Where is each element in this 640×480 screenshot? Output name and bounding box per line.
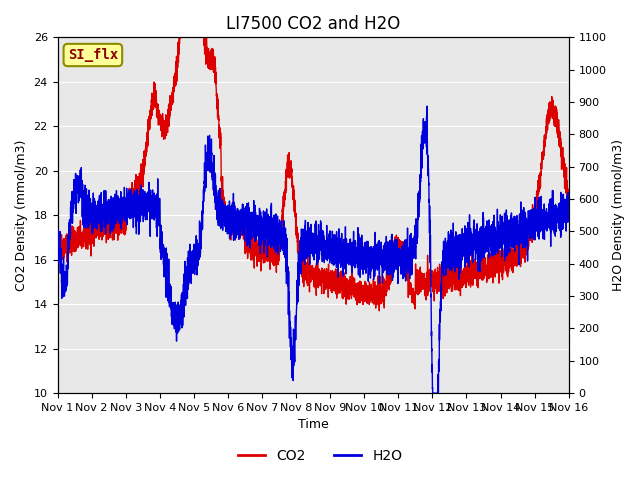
Title: LI7500 CO2 and H2O: LI7500 CO2 and H2O xyxy=(226,15,400,33)
Y-axis label: CO2 Density (mmol/m3): CO2 Density (mmol/m3) xyxy=(15,140,28,291)
X-axis label: Time: Time xyxy=(298,419,328,432)
Legend: CO2, H2O: CO2, H2O xyxy=(232,443,408,468)
Text: SI_flx: SI_flx xyxy=(68,48,118,62)
Y-axis label: H2O Density (mmol/m3): H2O Density (mmol/m3) xyxy=(612,139,625,291)
